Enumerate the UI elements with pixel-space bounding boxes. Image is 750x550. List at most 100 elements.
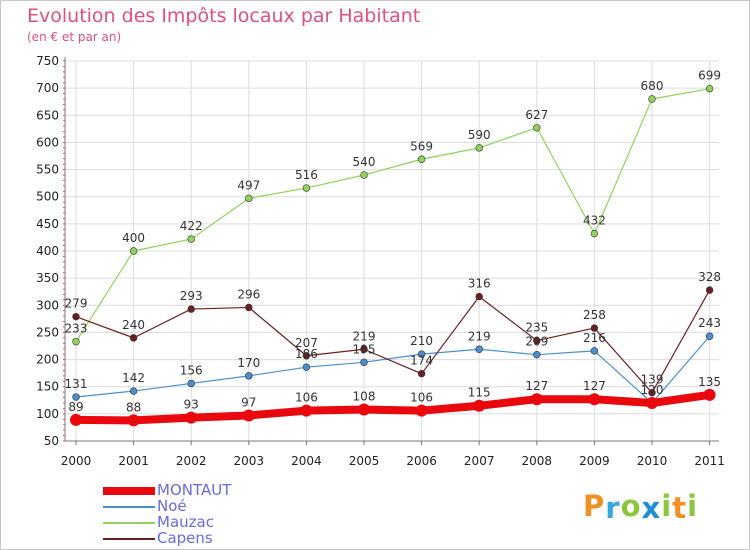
logo-letter: t xyxy=(672,491,688,525)
data-label-noe: 186 xyxy=(295,347,318,361)
point-montaut xyxy=(358,403,370,416)
data-label-capens: 328 xyxy=(698,270,721,284)
legend-item-montaut: MONTAUT xyxy=(103,481,293,499)
y-tick-label: 150 xyxy=(36,380,59,394)
logo-letter: o xyxy=(620,489,642,523)
x-tick-label: 2009 xyxy=(579,454,610,468)
point-capens xyxy=(705,286,714,294)
point-noe xyxy=(245,372,253,380)
data-label-capens: 296 xyxy=(237,287,260,301)
point-mauzac xyxy=(417,155,426,163)
data-label-montaut: 88 xyxy=(126,400,141,414)
data-label-mauzac: 590 xyxy=(468,128,491,142)
data-label-mauzac: 627 xyxy=(525,108,548,122)
chart-title: Evolution des Impôts locaux par Habitant xyxy=(27,5,421,27)
data-label-capens: 235 xyxy=(525,321,548,335)
chart-legend: MONTAUT Noé Mauzac Capens xyxy=(103,481,293,547)
point-montaut xyxy=(588,393,601,406)
data-label-capens: 293 xyxy=(180,289,203,303)
series-line-noe xyxy=(75,335,711,404)
x-tick-label: 2006 xyxy=(406,454,437,468)
point-noe xyxy=(129,387,138,395)
legend-swatch xyxy=(103,538,155,540)
point-noe xyxy=(705,332,714,340)
point-montaut xyxy=(530,393,543,406)
series-line-mauzac xyxy=(75,88,711,343)
data-label-mauzac: 680 xyxy=(641,79,664,93)
point-noe xyxy=(590,347,599,355)
data-label-montaut: 89 xyxy=(68,400,83,414)
point-montaut xyxy=(70,413,82,426)
data-label-montaut: 127 xyxy=(583,379,606,393)
data-label-mauzac: 569 xyxy=(410,139,433,153)
logo-letter: x xyxy=(641,491,662,525)
data-label-noe: 195 xyxy=(353,342,376,356)
point-montaut xyxy=(415,404,428,417)
legend-item-noe: Noé xyxy=(103,497,293,515)
point-mauzac xyxy=(187,235,195,243)
point-noe xyxy=(187,379,195,388)
data-label-capens: 219 xyxy=(353,329,376,343)
data-label-mauzac: 699 xyxy=(698,69,721,83)
data-label-mauzac: 516 xyxy=(295,168,318,182)
point-montaut xyxy=(127,414,140,427)
logo-letter: i xyxy=(687,489,699,523)
point-montaut xyxy=(300,404,313,417)
point-mauzac xyxy=(705,84,714,93)
point-montaut xyxy=(703,388,716,401)
point-capens xyxy=(590,324,599,332)
legend-item-mauzac: Mauzac xyxy=(103,513,293,531)
data-label-noe: 131 xyxy=(65,377,88,391)
data-label-montaut: 97 xyxy=(241,395,256,409)
y-tick-label: 550 xyxy=(36,163,59,177)
legend-label: Mauzac xyxy=(157,513,214,531)
x-tick-label: 2008 xyxy=(522,454,553,468)
point-noe xyxy=(302,363,311,371)
data-label-noe: 216 xyxy=(583,331,606,345)
point-capens xyxy=(360,345,368,353)
y-tick-label: 500 xyxy=(36,190,59,204)
legend-label: Noé xyxy=(157,497,187,515)
point-mauzac xyxy=(302,184,311,192)
y-tick-label: 650 xyxy=(36,108,59,122)
series-line-montaut xyxy=(72,390,714,425)
point-capens xyxy=(129,334,138,342)
point-capens xyxy=(302,352,311,360)
data-label-mauzac: 497 xyxy=(237,178,260,192)
x-tick-label: 2002 xyxy=(176,454,207,468)
point-mauzac xyxy=(533,124,541,132)
y-tick-label: 350 xyxy=(36,271,59,285)
series-line-capens xyxy=(75,289,711,394)
data-label-montaut: 106 xyxy=(295,391,318,405)
data-label-capens: 207 xyxy=(295,336,318,350)
x-tick-label: 2001 xyxy=(118,454,149,468)
point-mauzac xyxy=(648,95,656,103)
data-label-capens: 279 xyxy=(65,297,88,311)
point-capens xyxy=(533,336,541,345)
data-label-noe: 156 xyxy=(180,363,203,377)
y-tick-label: 750 xyxy=(36,54,59,68)
data-label-noe: 210 xyxy=(410,334,433,348)
point-montaut xyxy=(473,399,486,412)
legend-swatch xyxy=(103,522,155,524)
x-tick-label: 2000 xyxy=(61,454,92,468)
x-tick-label: 2003 xyxy=(234,454,265,468)
data-label-noe: 209 xyxy=(525,335,548,349)
x-tick-label: 2010 xyxy=(637,454,668,468)
x-tick-label: 2007 xyxy=(464,454,495,468)
point-capens xyxy=(648,388,656,397)
data-label-mauzac: 233 xyxy=(65,322,88,336)
x-tick-label: 2004 xyxy=(291,454,322,468)
point-mauzac xyxy=(129,247,138,255)
data-label-montaut: 127 xyxy=(525,379,548,393)
data-label-capens: 174 xyxy=(410,354,433,368)
point-capens xyxy=(417,369,426,378)
legend-item-capens: Capens xyxy=(103,529,293,547)
point-capens xyxy=(72,312,80,321)
data-label-montaut: 135 xyxy=(698,375,721,389)
point-capens xyxy=(475,292,483,301)
logo-letter: P xyxy=(583,489,606,523)
data-label-capens: 258 xyxy=(583,308,606,322)
proxiti-logo: Proxiti xyxy=(583,489,699,525)
